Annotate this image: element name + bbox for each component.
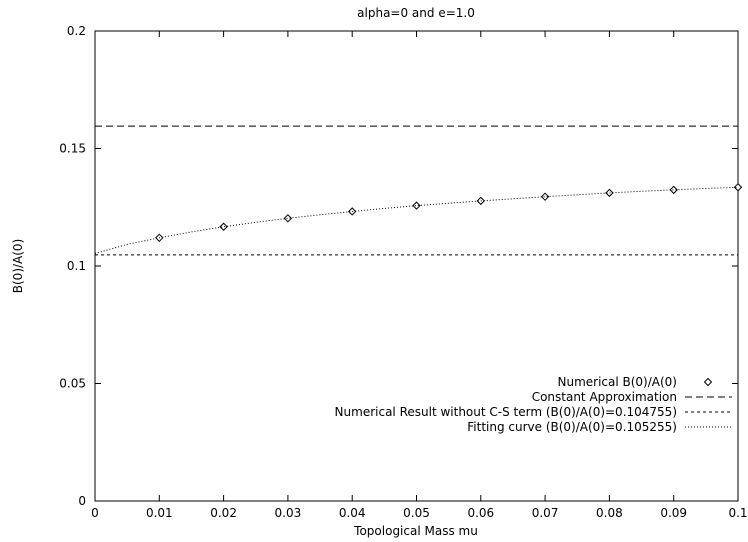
legend-label: Constant Approximation [532,390,677,404]
x-axis-label: Topological Mass mu [353,524,478,538]
data-point [733,183,743,192]
series-0 [155,183,743,243]
x-tick-label: 0.06 [467,506,494,520]
data-point [669,185,678,195]
data-point [412,201,421,210]
series-layer [94,125,743,256]
legend: Numerical B(0)/A(0)Constant Approximatio… [335,375,732,434]
x-tick-label: 0 [91,506,99,520]
series-3 [94,186,739,255]
y-tick-label: 0.1 [67,259,86,273]
x-tick-label: 0.02 [210,506,237,520]
y-tick-label: 0.2 [67,24,86,38]
series-line [94,186,739,255]
x-tick-label: 0.09 [660,506,687,520]
legend-label: Fitting curve (B(0)/A(0)=0.105255) [467,420,677,434]
data-point [219,222,228,231]
x-tick-label: 0.01 [146,506,173,520]
x-tick-label: 0.05 [403,506,430,520]
data-point [283,214,293,223]
y-axis-label: B(0)/A(0) [11,239,25,293]
x-tick-label: 0.04 [339,506,366,520]
x-tick-label: 0.1 [728,506,747,520]
x-tick-label: 0.08 [596,506,623,520]
y-tick-label: 0 [78,494,86,508]
x-tick-label: 0.03 [275,506,302,520]
data-point [605,188,614,198]
data-point [540,192,550,201]
legend-label: Numerical B(0)/A(0) [557,375,677,389]
y-tick-label: 0.05 [59,377,86,391]
y-tick-label: 0.15 [59,142,86,156]
axes: 0 0.01 0.02 0.03 0.04 0.05 0.06 0.07 0.08 0.09 0.1… [59,24,747,520]
legend-marker [703,377,713,387]
x-tick-label: 0.07 [532,506,559,520]
legend-label: Numerical Result without C-S term (B(0)/… [335,405,677,419]
chart-title: alpha=0 and e=1.0 [357,6,475,20]
